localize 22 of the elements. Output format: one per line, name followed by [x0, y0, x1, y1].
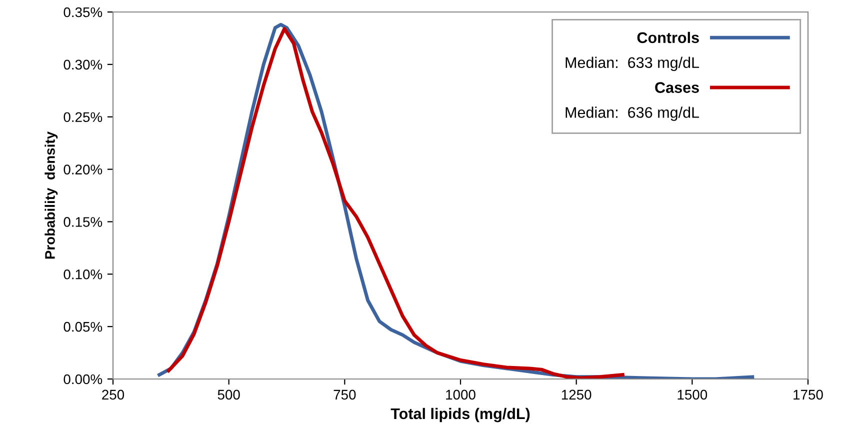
y-tick-label: 0.10% — [64, 269, 102, 280]
y-axis-title: Probability density — [44, 132, 58, 259]
x-tick-label: 750 — [334, 390, 356, 400]
line-series — [166, 27, 624, 379]
annotation: Median: 636 mg/dL — [566, 106, 700, 121]
x-tick-label: 1000 — [446, 390, 476, 400]
annotation: Median: 633 mg/dL — [566, 56, 700, 72]
x-axis-title: Total lipids (mg/dL) — [390, 408, 530, 422]
legend-label: Cases — [655, 82, 699, 93]
y-tick-label: 0.30% — [64, 60, 102, 70]
x-tick-label: 1500 — [678, 390, 708, 400]
x-tick-label: 250 — [102, 390, 124, 400]
y-tick-label: 0.15% — [64, 217, 102, 227]
x-tick-label: 1750 — [794, 390, 823, 400]
x-tick-label: 500 — [218, 390, 240, 400]
y-tick-label: 0.05% — [64, 322, 102, 332]
y-tick-label: 0.20% — [64, 164, 102, 174]
y-tick-label: 0.00% — [64, 374, 102, 384]
y-tick-label: 0.35% — [64, 7, 102, 18]
y-tick-label: 0.25% — [64, 112, 102, 122]
x-tick-label: 1250 — [562, 390, 592, 400]
legend-label: Controls — [637, 32, 699, 44]
